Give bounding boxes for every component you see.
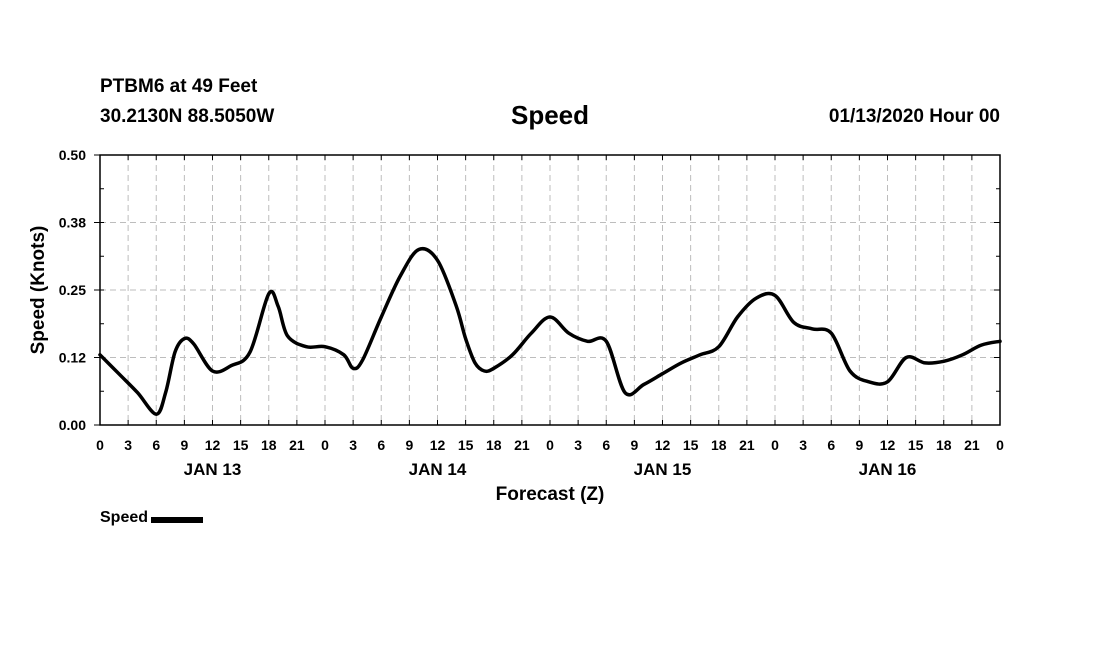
x-tick-label: 12	[880, 437, 896, 453]
legend: Speed	[100, 509, 204, 527]
x-tick-label: 12	[205, 437, 221, 453]
x-tick-label: 0	[321, 437, 329, 453]
x-tick-label: 0	[996, 437, 1004, 453]
axis-ticks	[94, 154, 1001, 426]
x-tick-label: 9	[855, 437, 863, 453]
x-tick-label: 15	[458, 437, 474, 453]
legend-label: Speed	[100, 509, 149, 526]
x-tick-label: 15	[233, 437, 249, 453]
y-tick-label: 0.25	[59, 282, 86, 298]
y-tick-label: 0.50	[59, 147, 86, 163]
day-label: JAN 16	[859, 460, 917, 479]
x-tick-label: 9	[180, 437, 188, 453]
x-tick-label: 18	[936, 437, 952, 453]
x-tick-label: 6	[152, 437, 160, 453]
speed-series-line	[98, 246, 1002, 416]
x-tick-label: 21	[964, 437, 980, 453]
grid	[100, 155, 1000, 425]
station-name: PTBM6 at 49 Feet	[100, 76, 258, 97]
x-tick-label: 12	[430, 437, 446, 453]
x-tick-label: 3	[574, 437, 582, 453]
x-tick-label: 6	[602, 437, 610, 453]
x-tick-label: 9	[405, 437, 413, 453]
y-axis-label: Speed (Knots)	[28, 226, 49, 355]
y-axis-tick-labels: 0.00 0.12 0.25 0.38 0.50	[59, 147, 86, 433]
x-tick-label: 0	[96, 437, 104, 453]
x-tick-label: 21	[739, 437, 755, 453]
forecast-datestamp: 01/13/2020 Hour 00	[828, 106, 1000, 127]
x-tick-label: 6	[377, 437, 385, 453]
x-tick-label: 18	[711, 437, 727, 453]
x-tick-label: 15	[683, 437, 699, 453]
x-tick-label: 18	[486, 437, 502, 453]
x-tick-label: 18	[261, 437, 277, 453]
day-labels: JAN 13 JAN 14 JAN 15 JAN 16	[184, 460, 917, 479]
x-tick-label: 9	[630, 437, 638, 453]
x-axis-tick-labels: 0 3 6 9 12 15 18 21 0 3 6 9 12 15 18 21 0 3 6 9 12 15 18 21 0 3 6 9…	[96, 437, 1004, 453]
y-tick-label: 0.00	[59, 417, 86, 433]
day-label: JAN 13	[184, 460, 242, 479]
x-tick-label: 15	[908, 437, 924, 453]
day-label: JAN 15	[634, 460, 692, 479]
x-tick-label: 3	[349, 437, 357, 453]
x-tick-label: 21	[289, 437, 305, 453]
x-tick-label: 21	[514, 437, 530, 453]
x-tick-label: 12	[655, 437, 671, 453]
y-tick-label: 0.12	[59, 350, 86, 366]
chart-title: Speed	[510, 100, 590, 130]
x-tick-label: 3	[124, 437, 132, 453]
legend-swatch	[151, 516, 204, 523]
x-tick-label: 0	[546, 437, 554, 453]
y-tick-label: 0.38	[59, 215, 86, 231]
x-tick-label: 6	[827, 437, 835, 453]
x-tick-label: 0	[771, 437, 779, 453]
station-coordinates: 30.2130N 88.5050W	[100, 106, 275, 127]
x-tick-label: 3	[799, 437, 807, 453]
day-label: JAN 14	[409, 460, 467, 479]
x-axis-label: Forecast (Z)	[496, 484, 605, 505]
